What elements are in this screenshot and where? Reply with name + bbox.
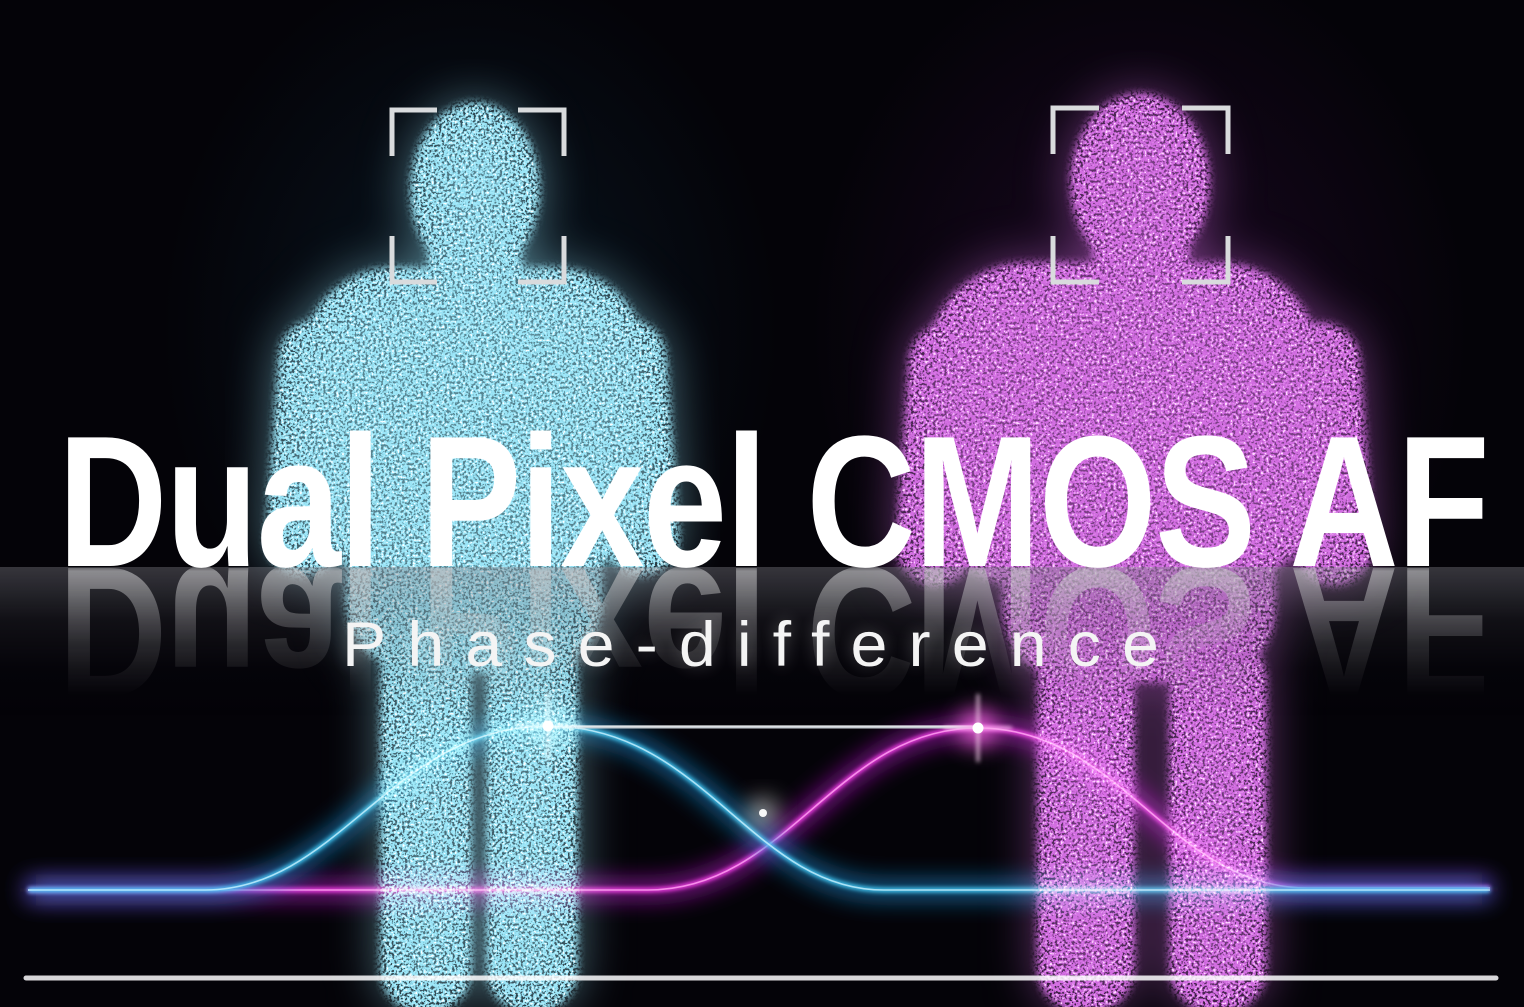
crossing-glow [750, 800, 776, 826]
headline-text: Dual Pixel CMOS AF [58, 397, 1490, 606]
subtitle-text: Phase-difference [342, 610, 1180, 680]
headline: Dual Pixel CMOS AF [58, 397, 1490, 606]
right-focus-bracket [1050, 105, 1231, 285]
right-peak-flare [944, 694, 1012, 762]
floor-gradient [0, 567, 1524, 717]
left-focus-bracket [389, 107, 567, 285]
subtitle: Phase-difference [342, 609, 1202, 681]
peak-connector-line [550, 724, 976, 730]
right-subject-silhouette [898, 96, 1371, 1007]
left-peak-flare [514, 692, 582, 760]
